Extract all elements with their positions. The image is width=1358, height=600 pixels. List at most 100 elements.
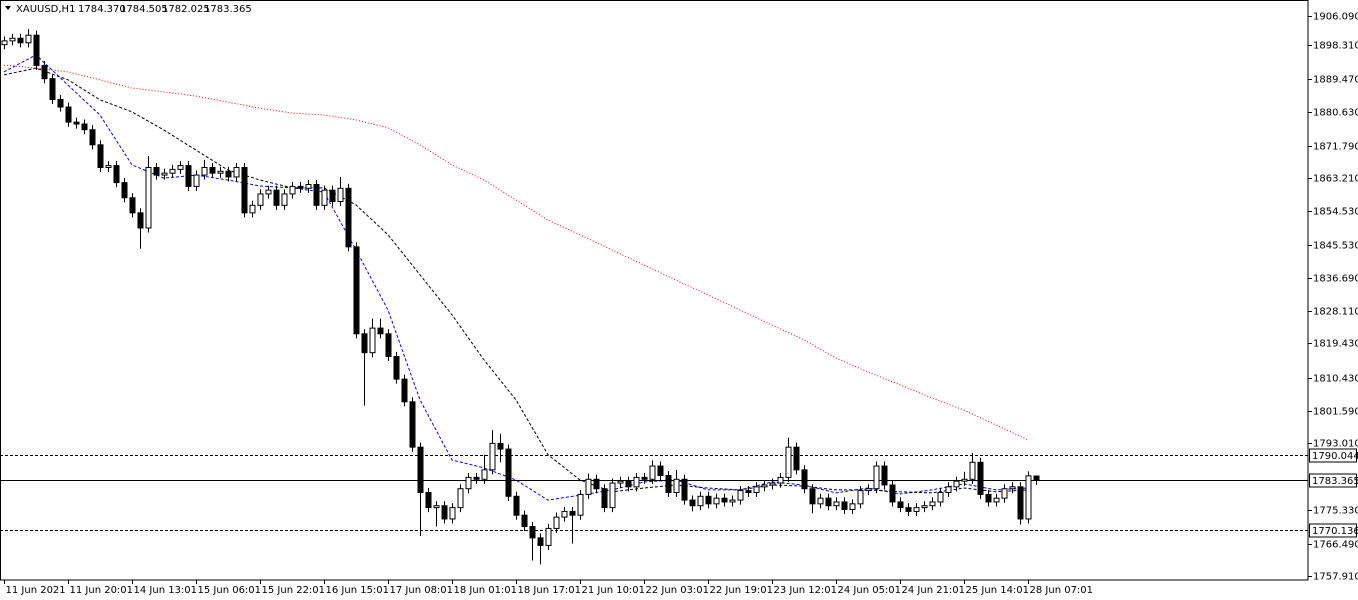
menu-arrow	[5, 6, 11, 10]
candle-body	[41, 64, 48, 80]
candle-body	[529, 526, 536, 539]
candle-body	[553, 516, 560, 529]
candle-body	[505, 448, 512, 497]
candle-body	[169, 168, 176, 174]
chart-title: XAUUSD,H1	[16, 4, 75, 15]
candle-body	[841, 501, 848, 511]
x-tick-label: 15 Jun 22:01	[262, 585, 326, 596]
candle-body	[713, 497, 720, 505]
x-tick-label: 17 Jun 08:01	[390, 585, 454, 596]
candle-body	[401, 378, 408, 403]
candle-body	[585, 478, 592, 495]
candle-body	[177, 165, 184, 170]
candle-body	[1033, 475, 1040, 481]
candle-body	[417, 446, 424, 494]
candle-body	[1001, 488, 1008, 499]
candle-body	[385, 333, 392, 357]
ohlc-label: 1783.365	[204, 4, 252, 15]
candle-body	[65, 106, 72, 123]
candle-body	[289, 185, 296, 195]
candle-body	[825, 497, 832, 507]
candle-body	[633, 476, 640, 488]
candle-body	[313, 184, 320, 206]
candle-body	[673, 478, 680, 494]
y-tick-label: 1775.330	[1313, 506, 1358, 517]
candle-body	[577, 493, 584, 516]
candle-body	[785, 446, 792, 478]
candle-body	[105, 165, 112, 168]
candle-body	[305, 184, 312, 189]
candle-body	[761, 484, 768, 488]
x-tick-label: 21 Jun 10:01	[582, 585, 646, 596]
candle-body	[57, 98, 64, 108]
candle-body	[769, 482, 776, 486]
candle-body	[513, 495, 520, 516]
candle-body	[857, 490, 864, 505]
candle-body	[17, 37, 24, 44]
x-tick-label: 18 Jun 01:01	[454, 585, 518, 596]
y-tick-label: 1906.090	[1313, 12, 1358, 23]
candle-body	[977, 461, 984, 495]
candle-body	[593, 478, 600, 490]
candle-body	[697, 495, 704, 507]
candle-body	[233, 166, 240, 178]
candle-body	[153, 166, 160, 176]
candle-body	[89, 129, 96, 146]
x-tick-label: 18 Jun 17:01	[518, 585, 582, 596]
candle-body	[345, 187, 352, 248]
candle-body	[889, 484, 896, 503]
y-tick-label: 1836.690	[1313, 274, 1358, 285]
candle-body	[217, 170, 224, 174]
candle-body	[929, 501, 936, 507]
candle-body	[1, 40, 8, 46]
candle-body	[729, 499, 736, 503]
y-tick-label: 1889.470	[1313, 75, 1358, 86]
candle-body	[849, 503, 856, 511]
x-tick-label: 28 Jun 07:01	[1030, 585, 1094, 596]
candle-body	[681, 478, 688, 501]
candle-body	[545, 527, 552, 546]
candle-body	[81, 123, 88, 131]
candle-body	[321, 189, 328, 206]
candle-body	[393, 355, 400, 380]
x-tick-label: 24 Jun 21:01	[902, 585, 966, 596]
candle-body	[129, 197, 136, 214]
candle-body	[489, 442, 496, 471]
candle-body	[449, 507, 456, 520]
candle-body	[201, 166, 208, 176]
candle-body	[689, 499, 696, 507]
y-tick-label: 1871.790	[1313, 142, 1358, 153]
candle-body	[945, 486, 952, 494]
candle-body	[1025, 475, 1032, 520]
candle-body	[777, 476, 784, 484]
ohlc-label: 1784.505	[120, 4, 168, 15]
level-label: 1770.136	[1312, 526, 1358, 537]
candle-body	[409, 401, 416, 448]
candle-body	[433, 505, 440, 509]
candle-body	[609, 482, 616, 509]
level-label-box	[1309, 448, 1357, 463]
x-tick-label: 11 Jun 2021	[6, 585, 66, 596]
level-label-box	[1309, 473, 1357, 488]
y-tick-label: 1819.430	[1313, 339, 1358, 350]
level-label-box	[1309, 523, 1357, 538]
candle-body	[25, 34, 32, 44]
candle-body	[905, 507, 912, 512]
candle-body	[601, 488, 608, 509]
level-label: 1790.044	[1312, 451, 1358, 462]
candle-body	[441, 505, 448, 520]
candle-body	[265, 189, 272, 195]
candle-body	[297, 185, 304, 189]
y-tick-label: 1801.590	[1313, 407, 1358, 418]
candle-body	[481, 469, 488, 480]
candle-body	[649, 465, 656, 480]
candle-body	[833, 501, 840, 507]
candle-body	[257, 193, 264, 206]
y-tick-label: 1880.630	[1313, 108, 1358, 119]
moving-average	[3, 54, 1029, 501]
candle-body	[745, 490, 752, 494]
x-tick-label: 22 Jun 03:01	[646, 585, 710, 596]
candle-body	[425, 492, 432, 509]
